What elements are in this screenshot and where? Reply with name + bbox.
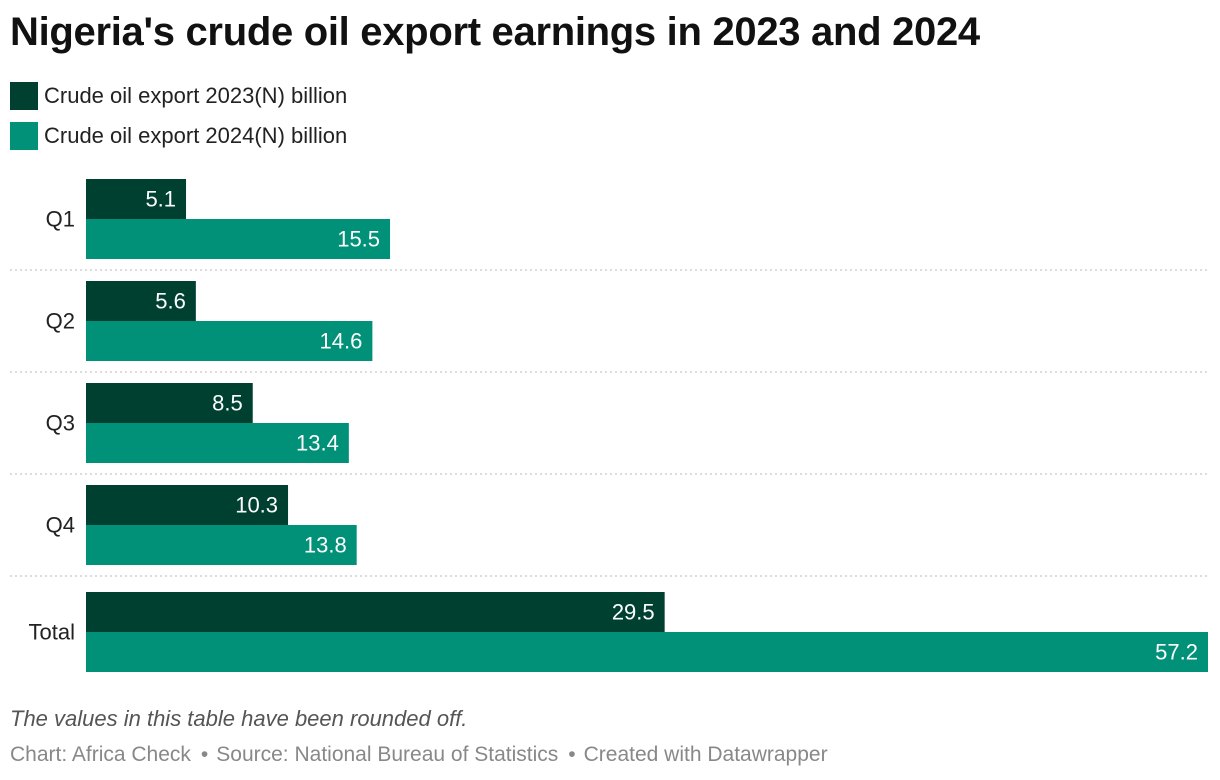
legend: Crude oil export 2023(N) billion Crude o… (10, 82, 347, 162)
legend-item-2024: Crude oil export 2024(N) billion (10, 122, 347, 150)
category-label-q2: Q2 (46, 309, 75, 334)
chart-footer: Chart: Africa Check • Source: National Bur… (10, 743, 828, 767)
value-label-q1-2024: 15.5 (337, 227, 380, 252)
legend-label-2024: Crude oil export 2024(N) billion (44, 123, 348, 148)
bar-total-2023 (86, 592, 665, 632)
footer-separator: • (200, 743, 209, 766)
category-label-total: Total (29, 620, 75, 645)
bar-q3-2023 (86, 383, 253, 423)
legend-label-2023: Crude oil export 2023(N) billion (44, 83, 348, 108)
value-label-total-2023: 29.5 (612, 600, 655, 625)
value-label-q4-2024: 13.8 (304, 533, 347, 558)
category-label-q4: Q4 (46, 513, 75, 538)
value-label-q2-2023: 5.6 (155, 289, 186, 314)
footer-separator: • (568, 743, 576, 766)
chart-title: Nigeria's crude oil export earnings in 2… (10, 10, 980, 54)
value-label-q1-2023: 5.1 (145, 187, 176, 212)
value-label-total-2024: 57.2 (1155, 640, 1198, 665)
bar-q2-2024 (86, 321, 373, 361)
value-label-q2-2024: 14.6 (320, 329, 363, 354)
bar-q3-2024 (86, 423, 349, 463)
bar-q4-2024 (86, 525, 357, 565)
datawrapper-credit: Created with Datawrapper (583, 743, 828, 766)
bar-chart: Q1 5.1 15.5 Q2 5.6 14.6 Q3 8.5 13.4 Q4 10.3 13.8 Tot… (10, 179, 1210, 672)
chart-credit: Chart: Africa Check (10, 743, 191, 766)
bar-q2-2023 (86, 281, 196, 321)
category-label-q3: Q3 (46, 411, 75, 436)
bar-q1-2024 (86, 219, 391, 259)
legend-swatch-2024 (10, 122, 38, 150)
chart-note: The values in this table have been round… (10, 706, 468, 731)
value-label-q4-2023: 10.3 (235, 493, 278, 518)
source-credit: Source: National Bureau of Statistics (216, 743, 559, 766)
legend-swatch-2023 (10, 82, 38, 110)
bar-total-2024 (86, 632, 1208, 672)
bar-q4-2023 (86, 485, 289, 525)
category-label-q1: Q1 (46, 207, 75, 232)
value-label-q3-2024: 13.4 (296, 431, 339, 456)
legend-item-2023: Crude oil export 2023(N) billion (10, 82, 347, 110)
value-label-q3-2023: 8.5 (212, 391, 243, 416)
bar-q1-2023 (86, 179, 187, 219)
